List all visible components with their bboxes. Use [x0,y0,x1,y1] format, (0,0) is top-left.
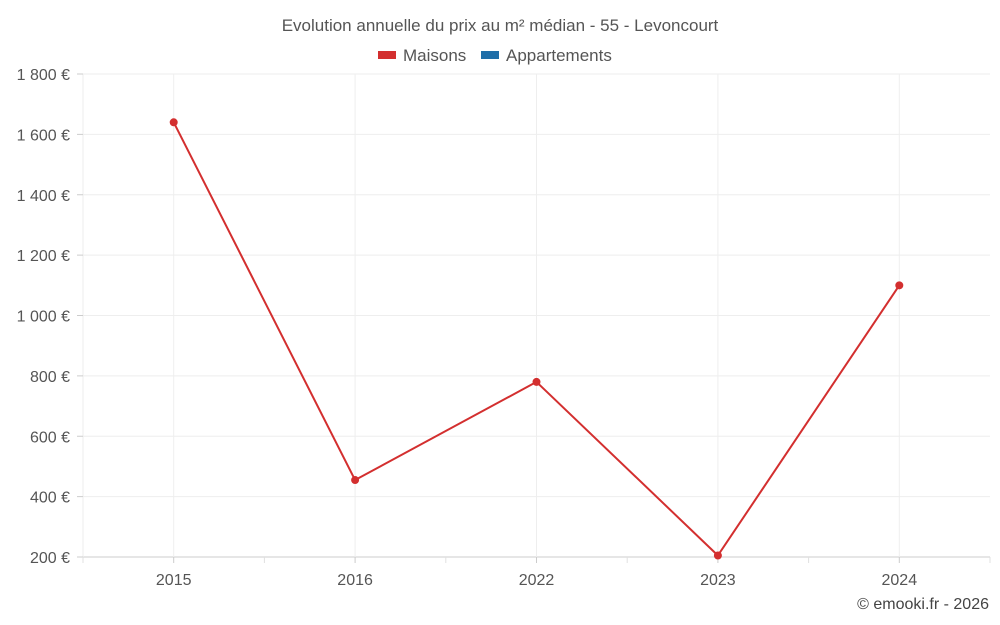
data-point-maisons-2016[interactable] [351,476,360,485]
data-point-maisons-2023[interactable] [713,551,722,560]
legend-label-maisons[interactable]: Maisons [403,46,466,65]
legend: Maisons Appartements [378,46,612,65]
x-tick-label: 2016 [337,572,373,589]
y-tick-label: 800 € [30,369,70,386]
chart-title: Evolution annuelle du prix au m² médian … [282,16,719,35]
grid [82,73,990,558]
y-tick-label: 600 € [30,429,70,446]
x-axis: 2015 2016 2022 2023 2024 [82,557,991,589]
x-tick-label: 2022 [519,572,555,589]
y-tick-label: 200 € [30,550,70,567]
legend-swatch-maisons[interactable] [378,51,396,59]
y-axis: 200 € 400 € 600 € 800 € 1 000 € 1 200 € 1 400 … [17,67,83,567]
x-tick-label: 2015 [156,572,192,589]
x-tick-label: 2024 [882,572,918,589]
y-tick-label: 1 600 € [17,127,70,144]
credit-text: © emooki.fr - 2026 [857,596,989,613]
y-tick-label: 1 800 € [17,67,70,84]
data-point-maisons-2022[interactable] [532,377,541,386]
data-point-maisons-2015[interactable] [169,118,178,127]
y-tick-label: 1 400 € [17,188,70,205]
data-point-maisons-2024[interactable] [895,281,904,290]
y-tick-label: 400 € [30,490,70,507]
y-tick-label: 1 000 € [17,309,70,326]
x-tick-label: 2023 [700,572,736,589]
y-tick-label: 1 200 € [17,248,70,265]
series-maisons [169,118,904,560]
legend-swatch-appartements[interactable] [481,51,499,59]
legend-label-appartements[interactable]: Appartements [506,46,612,65]
